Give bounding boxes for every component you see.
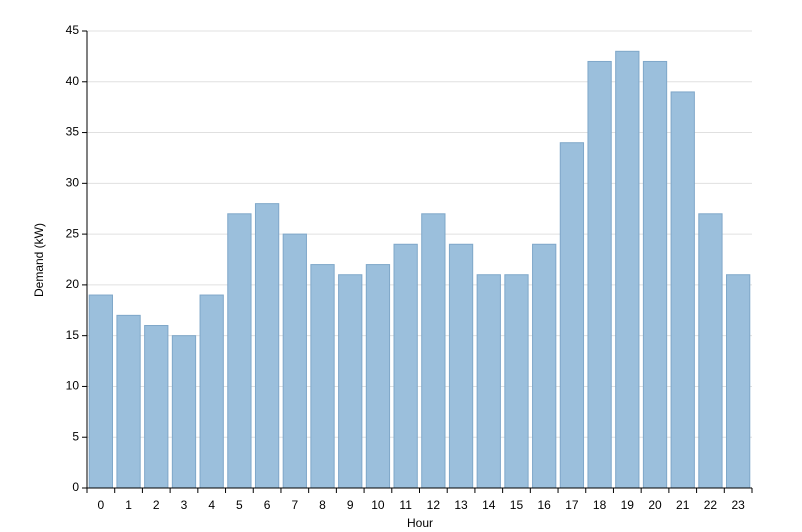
bar xyxy=(199,294,224,489)
bar xyxy=(615,50,640,489)
bar xyxy=(421,213,446,489)
x-tick-label: 19 xyxy=(621,498,635,512)
x-tick-label: 3 xyxy=(181,498,188,512)
bar xyxy=(393,243,418,489)
x-tick-label: 12 xyxy=(427,498,441,512)
x-tick-label: 14 xyxy=(482,498,496,512)
bar xyxy=(116,314,141,489)
x-tick-label: 0 xyxy=(98,498,105,512)
y-tick-label: 40 xyxy=(66,74,80,88)
x-tick-label: 17 xyxy=(565,498,579,512)
bar xyxy=(532,243,557,489)
x-tick-label: 5 xyxy=(236,498,243,512)
bar xyxy=(726,274,751,489)
bar xyxy=(698,213,723,489)
x-tick-label: 18 xyxy=(593,498,607,512)
x-tick-label: 8 xyxy=(319,498,326,512)
bar xyxy=(559,142,585,489)
x-tick-label: 21 xyxy=(676,498,690,512)
x-tick-label: 4 xyxy=(208,498,215,512)
x-tick-label: 23 xyxy=(731,498,745,512)
y-tick-label: 30 xyxy=(66,176,80,190)
bar xyxy=(171,335,197,489)
x-tick-label: 6 xyxy=(264,498,271,512)
x-tick-label: 15 xyxy=(510,498,524,512)
y-tick-label: 20 xyxy=(66,277,80,291)
y-tick-label: 25 xyxy=(66,226,80,240)
x-tick-label: 11 xyxy=(399,498,412,512)
x-tick-label: 22 xyxy=(704,498,718,512)
y-tick-label: 45 xyxy=(66,23,80,37)
bar xyxy=(642,60,668,489)
bar xyxy=(144,325,169,489)
bar xyxy=(504,274,529,489)
x-tick-label: 13 xyxy=(454,498,468,512)
bar xyxy=(587,60,612,489)
x-tick-label: 9 xyxy=(347,498,354,512)
bar xyxy=(448,243,474,489)
x-axis-title: Hour xyxy=(407,516,433,530)
y-tick-label: 35 xyxy=(66,125,80,139)
x-tick-label: 2 xyxy=(153,498,160,512)
y-tick-label: 10 xyxy=(66,379,80,393)
y-tick-label: 0 xyxy=(72,480,79,494)
bar xyxy=(88,294,113,489)
bar xyxy=(476,274,501,489)
bar xyxy=(365,264,391,489)
bar xyxy=(227,213,252,489)
x-tick-label: 10 xyxy=(371,498,385,512)
bar xyxy=(670,91,695,489)
bar xyxy=(310,264,335,489)
y-tick-label: 5 xyxy=(72,429,79,443)
bar xyxy=(338,274,363,489)
y-axis-title: Demand (kW) xyxy=(32,223,46,297)
x-tick-label: 1 xyxy=(125,498,132,512)
x-tick-label: 16 xyxy=(538,498,552,512)
bar xyxy=(282,233,307,489)
x-tick-label: 7 xyxy=(291,498,298,512)
bar xyxy=(254,203,280,489)
y-tick-label: 15 xyxy=(66,328,80,342)
x-tick-label: 20 xyxy=(648,498,662,512)
